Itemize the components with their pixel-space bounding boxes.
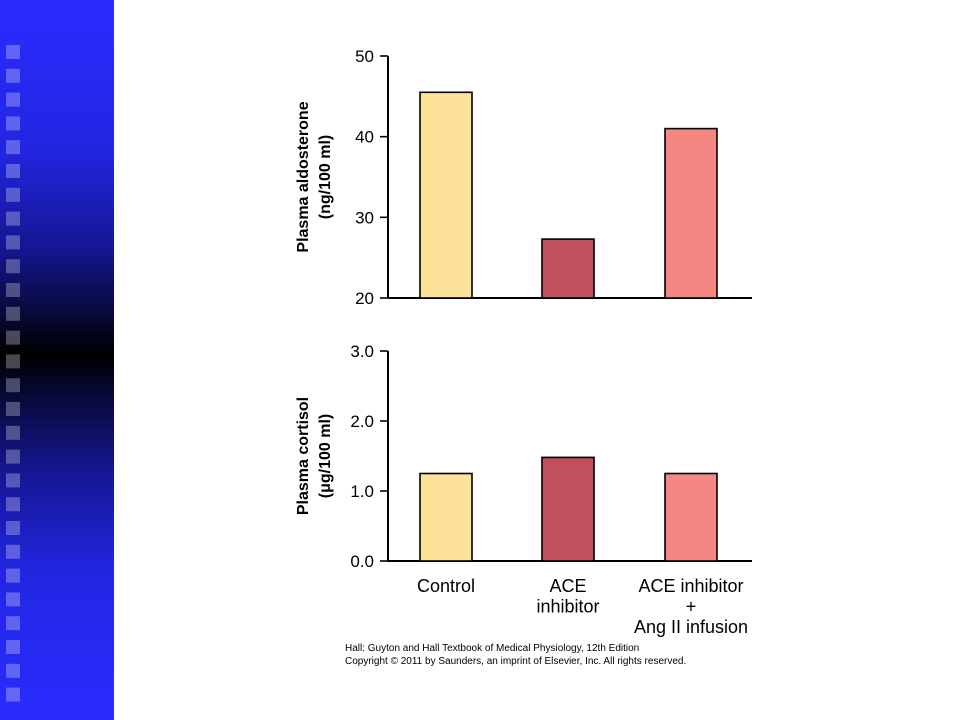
- y-tick-label: 0.0: [350, 552, 374, 571]
- sidebar-square: [6, 306, 20, 321]
- credit-line-1: Hall: Guyton and Hall Textbook of Medica…: [345, 643, 639, 654]
- sidebar-square: [6, 235, 20, 250]
- x-category-label-line: Ang II infusion: [634, 617, 748, 637]
- sidebar-square: [6, 45, 20, 59]
- sidebar-square: [6, 164, 20, 178]
- x-category-label-line: ACE inhibitor: [638, 576, 743, 596]
- y-tick-label: 30: [355, 208, 374, 227]
- sidebar-square: [6, 640, 20, 654]
- sidebar-square: [6, 568, 20, 583]
- y-tick-label: 40: [355, 128, 374, 147]
- sidebar-square: [6, 425, 20, 440]
- sidebar-square: [6, 330, 20, 345]
- sidebar-square: [6, 92, 20, 107]
- sidebar-square: [6, 663, 20, 678]
- bar: [541, 238, 595, 299]
- y-axis-label: Plasma aldosterone (ng/100 ml): [295, 101, 334, 252]
- slide-sidebar: [0, 0, 114, 720]
- y-axis-label-line: (ng/100 ml): [317, 135, 334, 219]
- bar: [419, 472, 473, 562]
- sidebar-square: [6, 521, 20, 535]
- aldosterone-panel: 20 30 40 50 Plasma aldosterone (ng/100 ml): [295, 47, 752, 308]
- sidebar-square: [6, 497, 20, 512]
- y-axis-label: Plasma cortisol (μg/100 ml): [295, 397, 334, 515]
- sidebar-square: [6, 544, 20, 559]
- y-tick-label: 50: [355, 47, 374, 66]
- x-category-label-line: inhibitor: [536, 597, 599, 617]
- y-axis-label-line: Plasma aldosterone: [295, 101, 312, 252]
- bar: [664, 472, 718, 562]
- y-tick-label: 2.0: [350, 412, 374, 431]
- x-category-label-line: Control: [417, 576, 475, 596]
- cortisol-panel: 0.0 1.0 2.0 3.0 Plasma cortisol (μg/100 ml): [295, 342, 752, 571]
- x-category-label: ACE inhibitor: [536, 576, 599, 617]
- sidebar-square: [6, 68, 20, 83]
- sidebar-square: [6, 687, 20, 702]
- sidebar-square-pattern: [6, 45, 20, 702]
- x-category-label: Control: [417, 576, 475, 596]
- sidebar-square: [6, 140, 20, 155]
- sidebar-square: [6, 449, 20, 464]
- sidebar-square: [6, 187, 20, 202]
- sidebar-square: [6, 116, 20, 131]
- sidebar-square: [6, 283, 20, 297]
- sidebar-square: [6, 473, 20, 488]
- bar: [541, 456, 595, 562]
- sidebar-square: [6, 378, 20, 393]
- credit-line-2: Copyright © 2011 by Saunders, an imprint…: [345, 656, 686, 667]
- x-category-label: ACE inhibitor + Ang II infusion: [634, 576, 748, 637]
- sidebar-square: [6, 616, 20, 631]
- y-tick-label: 3.0: [350, 342, 374, 361]
- sidebar-square: [6, 592, 20, 607]
- y-axis-label-line: (μg/100 ml): [317, 414, 334, 498]
- bar: [664, 127, 718, 299]
- sidebar-square: [6, 402, 20, 416]
- x-category-label-line: ACE: [549, 576, 586, 596]
- sidebar-square: [6, 259, 20, 274]
- y-tick-label: 1.0: [350, 482, 374, 501]
- bar: [419, 91, 473, 299]
- sidebar-square: [6, 211, 20, 226]
- x-category-label-line: +: [686, 597, 697, 617]
- y-tick-label: 20: [355, 289, 374, 308]
- y-axis-label-line: Plasma cortisol: [295, 397, 312, 515]
- sidebar-square: [6, 354, 20, 369]
